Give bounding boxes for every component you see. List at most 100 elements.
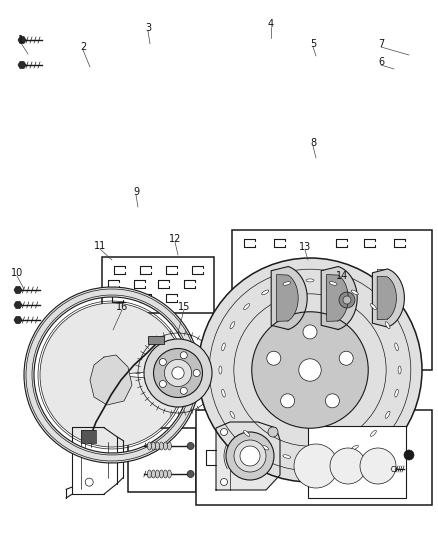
Circle shape — [404, 450, 414, 460]
Text: 1: 1 — [18, 35, 24, 45]
Text: 13: 13 — [299, 242, 311, 252]
Circle shape — [180, 352, 187, 359]
Circle shape — [240, 446, 260, 466]
Circle shape — [187, 471, 194, 478]
Ellipse shape — [329, 281, 337, 285]
Ellipse shape — [395, 389, 398, 397]
Circle shape — [193, 369, 200, 376]
Bar — [196, 410, 432, 505]
Bar — [102, 257, 214, 313]
Ellipse shape — [230, 411, 235, 418]
Circle shape — [159, 381, 166, 387]
Text: 9: 9 — [133, 187, 139, 197]
Circle shape — [234, 440, 266, 472]
Ellipse shape — [163, 470, 167, 478]
Polygon shape — [14, 317, 22, 324]
Circle shape — [187, 442, 194, 449]
Polygon shape — [18, 61, 26, 68]
Polygon shape — [377, 277, 396, 320]
Polygon shape — [14, 302, 22, 309]
Polygon shape — [327, 274, 348, 321]
Ellipse shape — [244, 304, 250, 310]
Circle shape — [85, 478, 93, 486]
Text: 10: 10 — [11, 268, 23, 278]
Circle shape — [267, 351, 281, 365]
Ellipse shape — [219, 366, 222, 374]
Text: 14: 14 — [336, 271, 348, 281]
Bar — [232, 230, 432, 370]
Ellipse shape — [371, 304, 376, 310]
Ellipse shape — [244, 430, 250, 437]
Ellipse shape — [148, 470, 152, 478]
Ellipse shape — [385, 321, 390, 329]
Circle shape — [334, 452, 362, 480]
Circle shape — [360, 448, 396, 484]
Ellipse shape — [371, 430, 376, 437]
Polygon shape — [81, 430, 96, 443]
Circle shape — [339, 292, 355, 308]
Text: 11: 11 — [94, 241, 106, 251]
Ellipse shape — [283, 281, 291, 285]
Ellipse shape — [398, 366, 401, 374]
Text: 3: 3 — [145, 23, 151, 33]
Circle shape — [325, 394, 339, 408]
Ellipse shape — [306, 458, 314, 461]
Circle shape — [220, 429, 227, 435]
Text: 16: 16 — [116, 302, 128, 312]
Text: 12: 12 — [169, 234, 181, 244]
Text: 2: 2 — [80, 42, 86, 52]
Circle shape — [252, 312, 368, 428]
Polygon shape — [277, 274, 298, 321]
Polygon shape — [271, 266, 307, 329]
Ellipse shape — [261, 290, 269, 295]
Circle shape — [343, 296, 351, 304]
Circle shape — [364, 452, 392, 480]
Polygon shape — [18, 37, 26, 44]
Text: 8: 8 — [310, 138, 316, 148]
Polygon shape — [391, 466, 397, 472]
Circle shape — [172, 367, 184, 379]
Text: 15: 15 — [178, 302, 190, 312]
Ellipse shape — [163, 442, 167, 450]
Ellipse shape — [152, 442, 155, 450]
Text: 4: 4 — [268, 19, 274, 29]
Ellipse shape — [351, 290, 358, 295]
Text: 7: 7 — [378, 39, 384, 49]
Circle shape — [294, 444, 338, 488]
Circle shape — [180, 387, 187, 394]
Polygon shape — [372, 269, 404, 327]
Circle shape — [85, 435, 93, 443]
Bar — [128, 428, 196, 492]
Circle shape — [303, 325, 317, 339]
Circle shape — [154, 349, 202, 398]
Ellipse shape — [155, 470, 159, 478]
Circle shape — [298, 448, 334, 484]
Ellipse shape — [159, 442, 163, 450]
Bar — [148, 336, 164, 344]
Ellipse shape — [329, 455, 337, 458]
Ellipse shape — [230, 321, 235, 329]
Circle shape — [281, 394, 295, 408]
Wedge shape — [24, 287, 199, 463]
Ellipse shape — [261, 445, 269, 450]
Wedge shape — [40, 303, 184, 447]
Ellipse shape — [222, 343, 225, 351]
Ellipse shape — [222, 389, 225, 397]
Circle shape — [268, 427, 278, 437]
Circle shape — [164, 359, 191, 386]
Circle shape — [330, 448, 366, 484]
Ellipse shape — [167, 442, 171, 450]
Ellipse shape — [351, 445, 358, 450]
Polygon shape — [216, 422, 280, 490]
Ellipse shape — [385, 411, 390, 418]
Circle shape — [299, 359, 321, 381]
Circle shape — [339, 351, 353, 365]
Circle shape — [220, 479, 227, 486]
Ellipse shape — [395, 343, 398, 351]
Polygon shape — [90, 355, 132, 405]
Ellipse shape — [152, 470, 155, 478]
Polygon shape — [14, 287, 22, 294]
Text: 6: 6 — [378, 57, 384, 67]
Polygon shape — [321, 266, 357, 329]
Bar — [308, 426, 406, 498]
